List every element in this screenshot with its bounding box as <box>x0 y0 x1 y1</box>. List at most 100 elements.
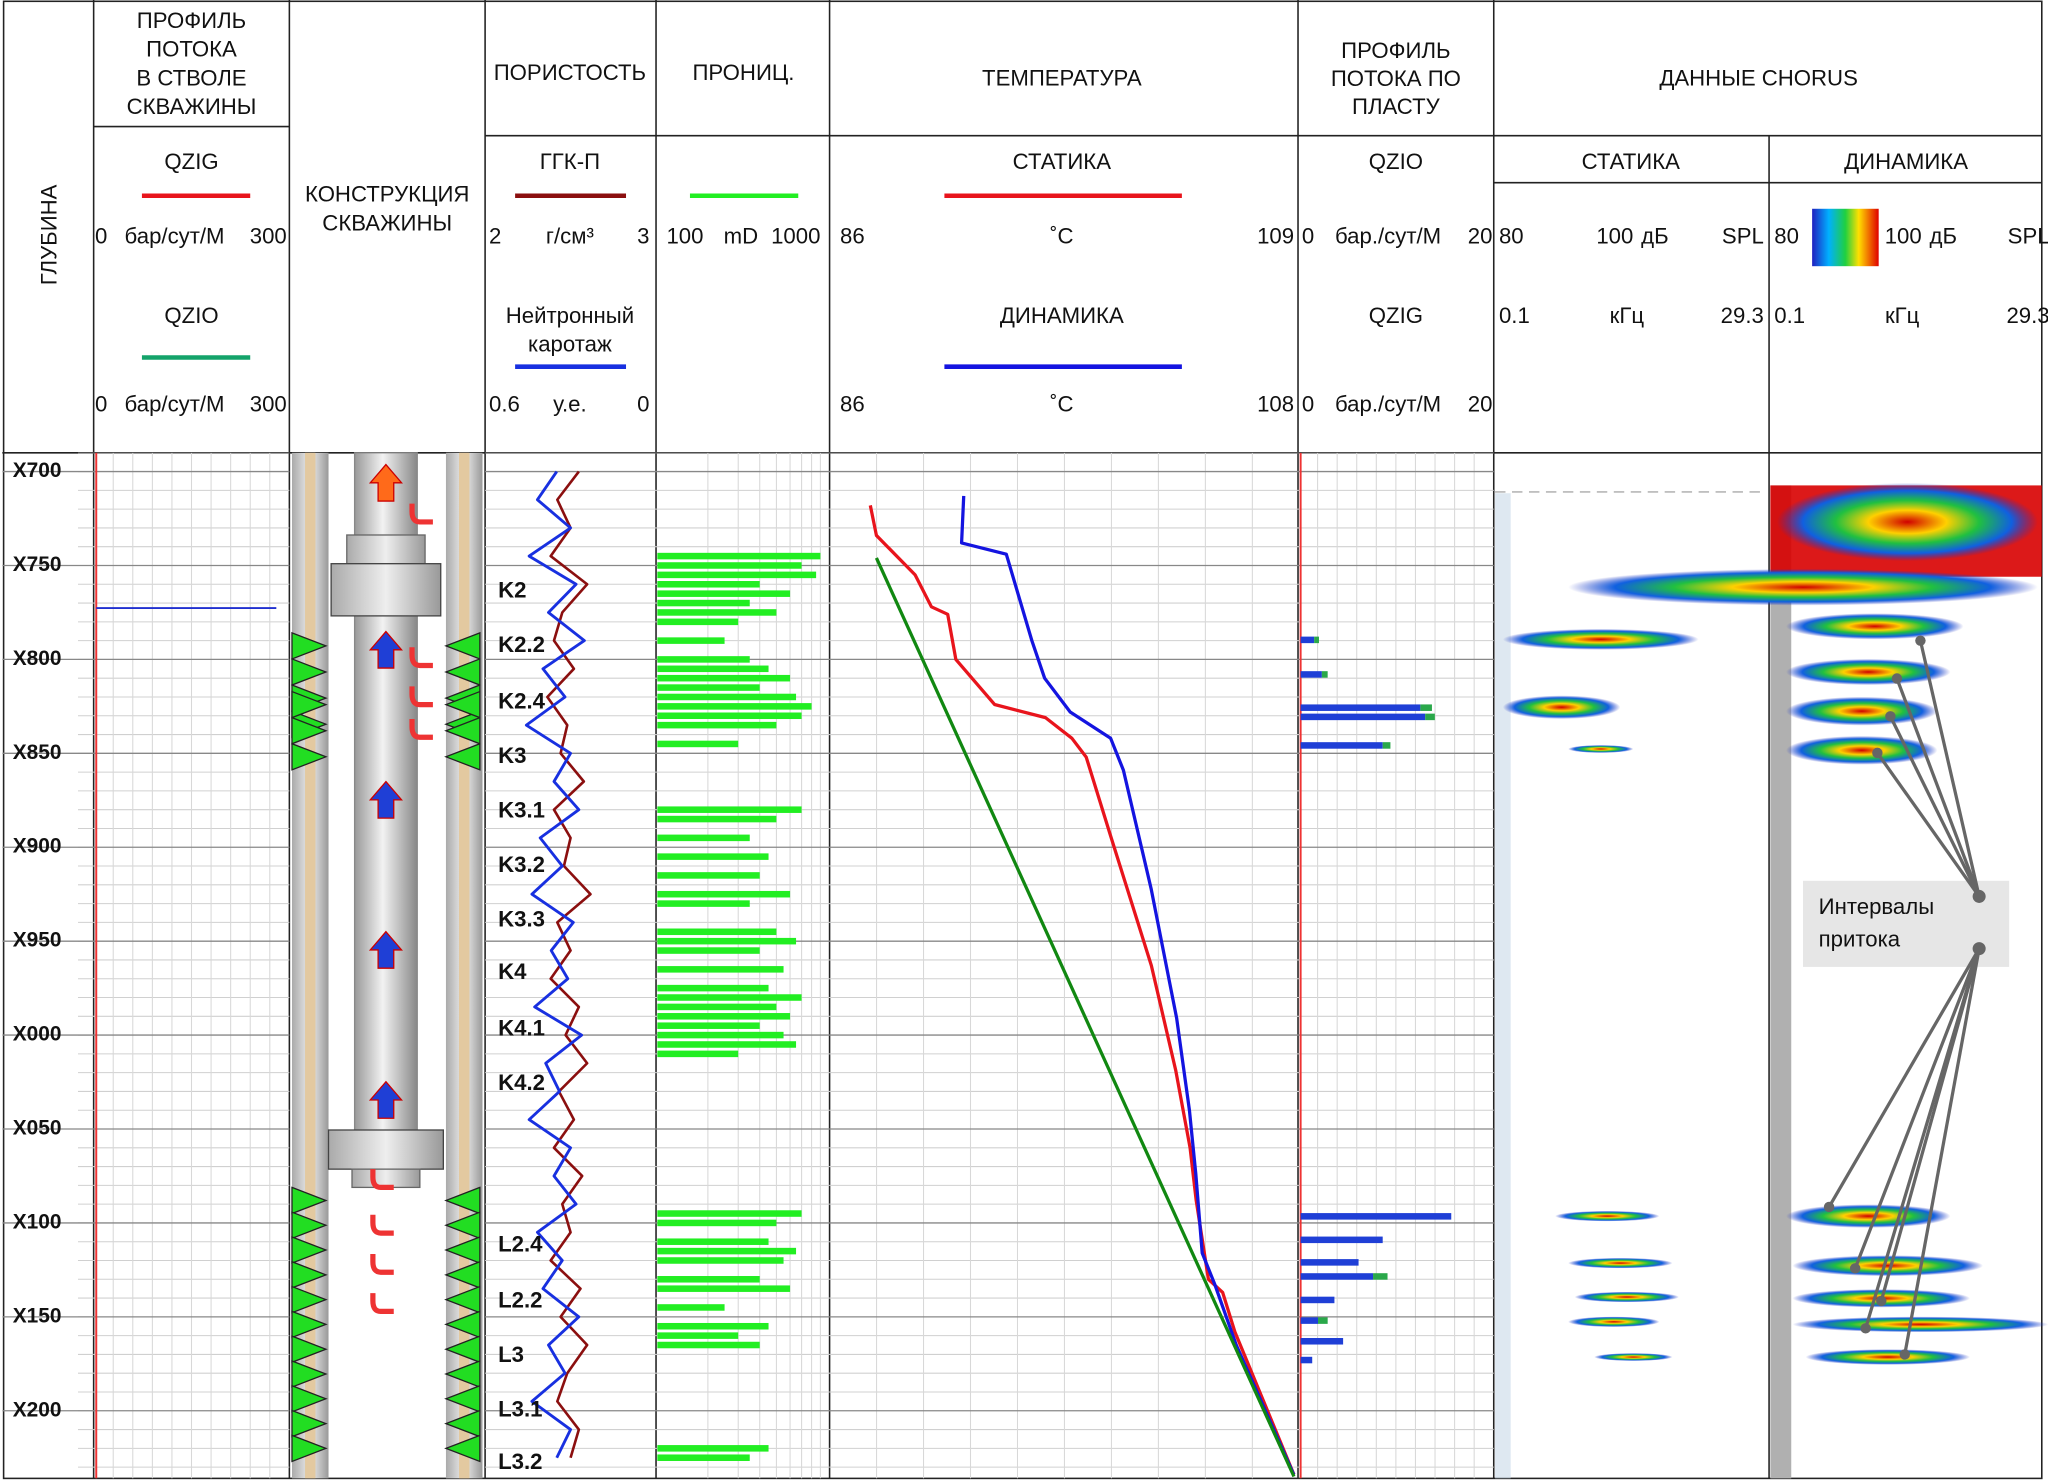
label: СКВАЖИНЫ <box>127 94 257 119</box>
perforation <box>444 657 481 686</box>
label: ПОРИСТОСТЬ <box>494 60 646 85</box>
label: ПРОФИЛЬ <box>1341 38 1450 63</box>
label: бар/сут/М <box>125 223 225 248</box>
label: 20 <box>1468 392 1493 417</box>
spectrum <box>1786 658 1951 686</box>
flow-bar <box>1314 636 1319 644</box>
perm-bar <box>657 1341 760 1349</box>
perforation <box>444 1260 481 1289</box>
perm-bar <box>657 834 750 842</box>
perm-bar <box>657 562 802 569</box>
label: кГц <box>1610 303 1645 328</box>
perforation <box>291 1310 328 1339</box>
y-tick-label: X700 <box>13 459 62 482</box>
perm-bar <box>657 1219 777 1227</box>
perm-bar <box>657 1285 791 1292</box>
flow-bar <box>1321 671 1328 678</box>
perm-bar <box>657 665 769 673</box>
label: SPL <box>1722 223 1764 248</box>
leader-dot <box>1915 635 1926 646</box>
perforation <box>444 631 481 660</box>
perm-bar <box>657 684 760 691</box>
leader <box>1888 715 1981 898</box>
leader <box>1864 948 1981 1329</box>
perm-bar <box>657 1257 784 1264</box>
color-scale <box>1812 208 1879 267</box>
label: ДИНАМИКА <box>1844 149 1968 174</box>
leader-dot <box>1860 1323 1871 1334</box>
y-tick-label: X050 <box>13 1117 62 1140</box>
perforation <box>291 690 328 719</box>
perforation <box>444 1285 481 1314</box>
spectrum <box>1776 482 2038 562</box>
label: ˚С <box>1050 223 1073 248</box>
hook-arrow <box>370 1169 394 1191</box>
perm-bar <box>657 693 797 701</box>
perm-bar <box>657 1050 739 1058</box>
label: 0 <box>95 392 107 417</box>
perm-bar <box>657 712 802 720</box>
temperature-curve <box>874 557 1296 1478</box>
perforation <box>291 1384 328 1413</box>
noise-strip <box>1770 485 1792 1479</box>
label: 300 <box>250 392 287 417</box>
perm-bar <box>657 994 802 1001</box>
label: бар/сут/М <box>125 392 225 417</box>
perforation <box>444 1335 481 1364</box>
y-tick-label: X950 <box>13 929 62 952</box>
perforation <box>291 1409 328 1438</box>
perm-bar <box>657 1276 760 1283</box>
leader-dot <box>1872 747 1883 759</box>
perm-bar <box>657 674 791 682</box>
leader <box>1918 640 1981 897</box>
spectrum <box>1792 1316 2048 1333</box>
zone-label: K4 <box>498 959 527 984</box>
flow-bar <box>1300 713 1426 721</box>
perm-bar <box>657 656 750 663</box>
label: дБ <box>1641 223 1669 248</box>
label: СКВАЖИНЫ <box>322 210 452 235</box>
perforation <box>291 1260 328 1289</box>
flow-bar <box>1300 1356 1313 1364</box>
hook-arrow <box>409 718 433 740</box>
perm-bar <box>657 1304 725 1311</box>
leader-dot <box>1885 711 1896 722</box>
spectrum <box>1568 1257 1673 1269</box>
spectrum <box>1786 613 1964 640</box>
spectrum <box>1568 568 2038 606</box>
label: 3 <box>637 223 649 248</box>
label: бар./сут/М <box>1335 223 1441 248</box>
flow-bar <box>1425 713 1435 721</box>
y-tick-label: X750 <box>13 553 62 576</box>
flow-arrow <box>368 930 404 969</box>
spectrum <box>1502 695 1621 719</box>
perm-bar <box>657 740 739 748</box>
flow-bar <box>1300 1213 1452 1220</box>
spectrum <box>1568 745 1634 753</box>
leader-dot <box>1849 1263 1861 1274</box>
perm-bar <box>657 1210 802 1217</box>
perforation <box>444 716 481 745</box>
label: 300 <box>250 223 287 248</box>
y-tick-label: X100 <box>13 1210 62 1233</box>
label: ПРОНИЦ. <box>692 60 794 85</box>
spectrum <box>1594 1353 1673 1361</box>
hook-arrow <box>370 1293 394 1314</box>
perforation <box>444 690 481 719</box>
zone-label: L2.4 <box>498 1231 543 1256</box>
annotation-text: притока <box>1819 927 1901 952</box>
zone-label: K4.1 <box>498 1015 545 1040</box>
spectrum <box>1792 1255 1984 1277</box>
perm-bar <box>657 1445 769 1452</box>
flow-bar <box>1300 1338 1344 1345</box>
annotation: Интервалы притока <box>1802 635 2010 1360</box>
flow-bar <box>1373 1273 1388 1280</box>
perforation <box>444 1434 481 1463</box>
label: 86 <box>840 392 865 417</box>
label: СТАТИКА <box>1013 149 1112 174</box>
porosity-curve <box>524 470 586 1459</box>
y-tick-label: X850 <box>13 741 62 764</box>
perm-bar <box>657 853 769 860</box>
zone-label: K3 <box>498 743 526 768</box>
perm-bar <box>657 1013 791 1020</box>
